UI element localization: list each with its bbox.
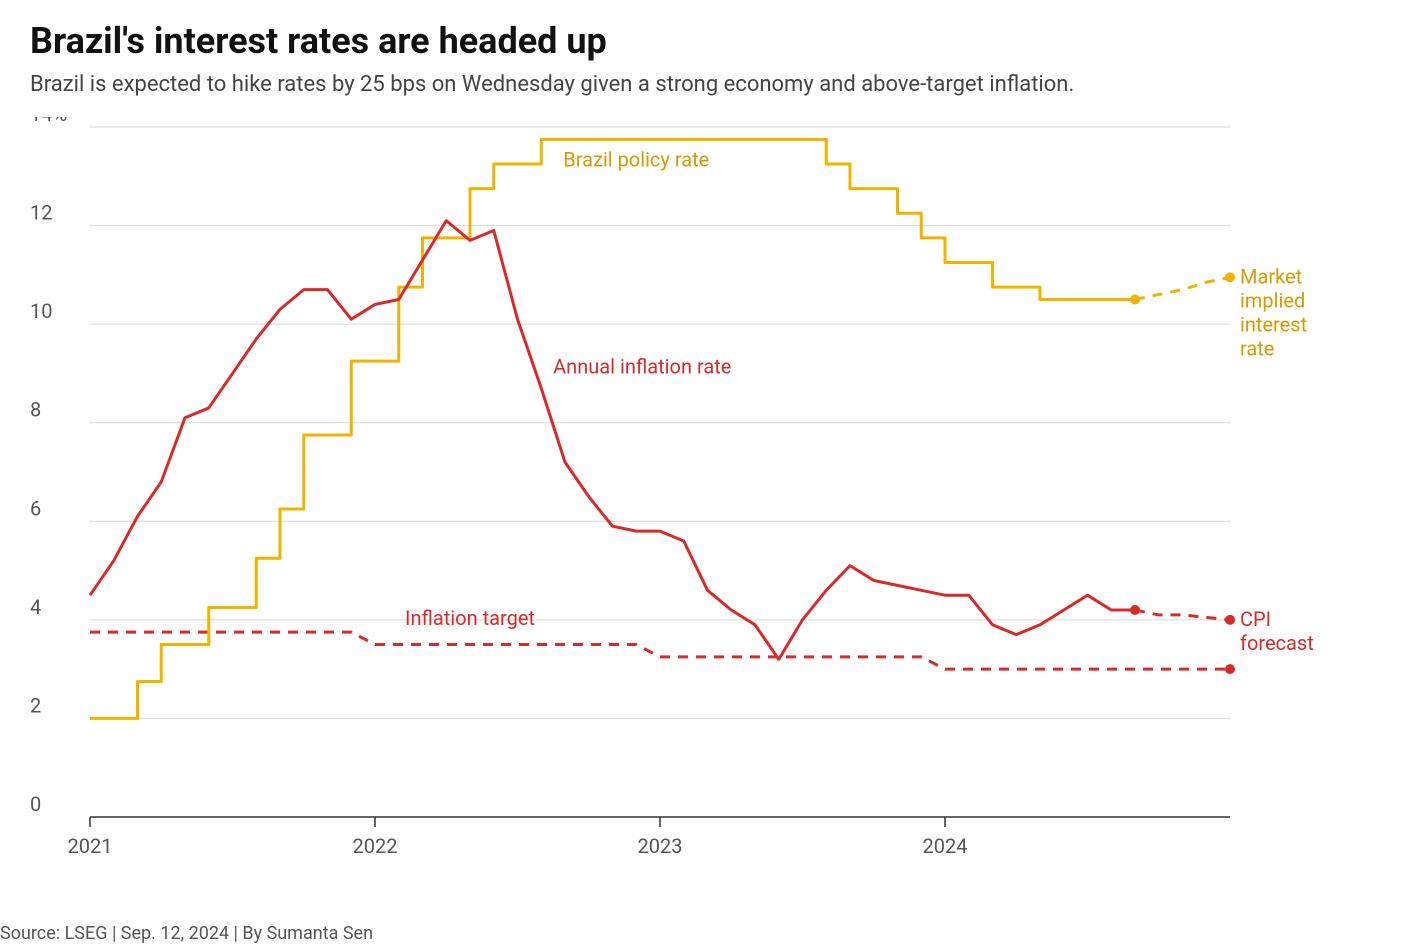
chart-source: Source: LSEG | Sep. 12, 2024 | By Sumant…: [0, 923, 373, 944]
market-implied-label: rate: [1240, 336, 1274, 360]
chart-subtitle: Brazil is expected to hike rates by 25 b…: [30, 72, 1390, 97]
line-chart: 0 2 4 6 8 10 12 14% 2021 2022 2023 2024 Brazil polic…: [30, 117, 1390, 897]
market-implied-label: interest: [1240, 312, 1307, 336]
market-implied-end-marker: [1225, 272, 1235, 282]
y-tick-label: 6: [30, 496, 41, 520]
y-tick-label: 8: [30, 398, 41, 422]
inflation-line: [90, 221, 1135, 660]
inflation-label: Annual inflation rate: [553, 354, 731, 378]
y-tick-label: 14%: [30, 117, 67, 126]
chart-page: Brazil's interest rates are headed up Br…: [0, 0, 1420, 950]
cpi-forecast-label: CPI: [1240, 607, 1271, 631]
y-tick-label: 2: [30, 693, 41, 717]
chart-title: Brazil's interest rates are headed up: [30, 20, 1390, 62]
y-tick-label: 4: [30, 595, 41, 619]
cpi-forecast-end-marker: [1225, 615, 1235, 625]
policy-rate-label: Brazil policy rate: [563, 147, 709, 171]
cpi-forecast-start-marker: [1130, 605, 1140, 615]
y-tick-label: 10: [30, 299, 52, 323]
market-implied-line: [1135, 277, 1230, 299]
cpi-forecast-line: [1135, 610, 1230, 620]
x-tick-label: 2021: [68, 834, 113, 858]
y-tick-label: 12: [30, 201, 52, 225]
market-implied-label: Market: [1240, 264, 1302, 288]
y-tick-label: 0: [30, 792, 41, 816]
market-implied-start-marker: [1130, 295, 1140, 305]
policy-rate-line: [90, 139, 1135, 718]
x-tick-label: 2022: [353, 834, 398, 858]
x-tick-label: 2024: [923, 834, 968, 858]
chart-container: 0 2 4 6 8 10 12 14% 2021 2022 2023 2024 Brazil polic…: [30, 117, 1390, 897]
market-implied-label: implied: [1240, 288, 1305, 312]
inflation-target-line: [90, 632, 1230, 669]
inflation-target-end-marker: [1225, 664, 1235, 674]
inflation-target-label: Inflation target: [405, 606, 535, 630]
cpi-forecast-label: forecast: [1240, 631, 1314, 655]
x-tick-label: 2023: [638, 834, 683, 858]
